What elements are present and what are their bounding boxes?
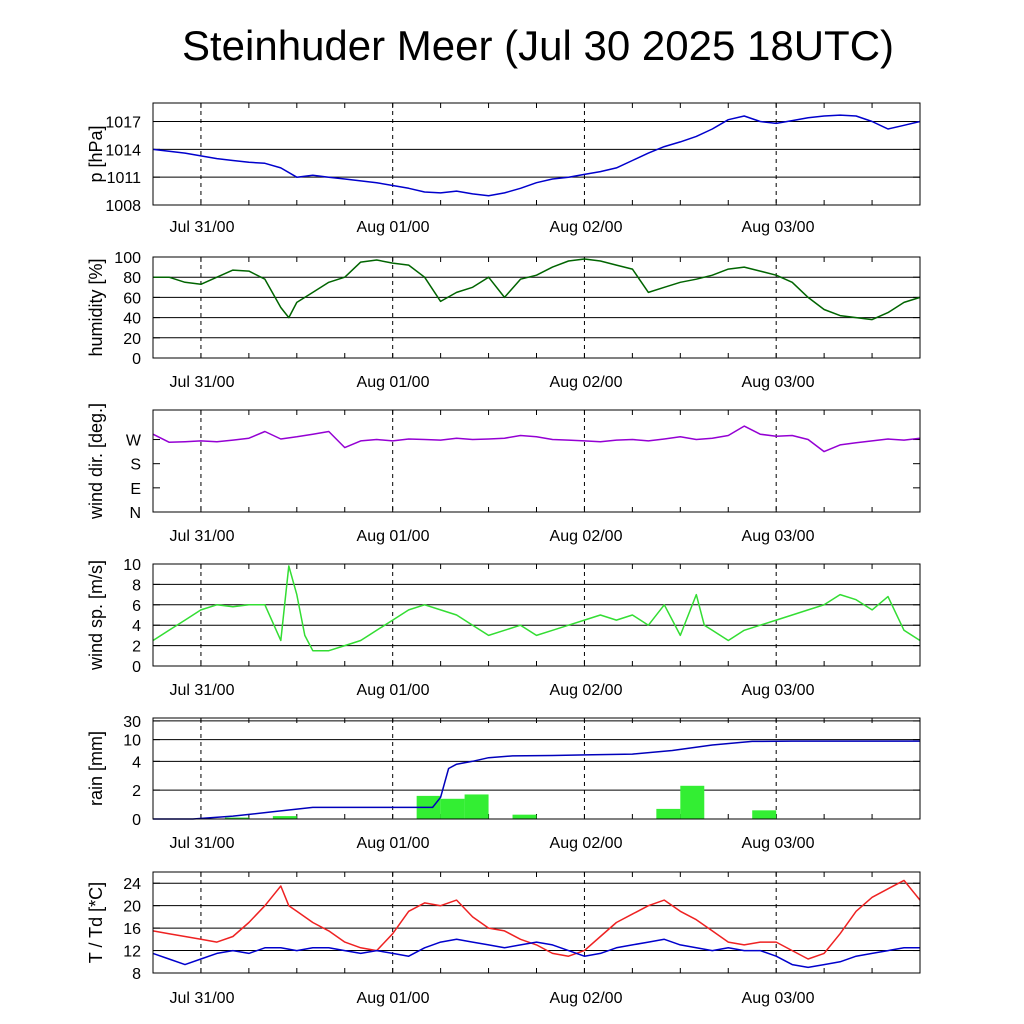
chart-title: Steinhuder Meer (Jul 30 2025 18UTC) — [181, 22, 895, 69]
wind-direction-ytick-label: E — [130, 481, 141, 498]
pressure-frame — [152, 102, 921, 206]
wind-speed-ytick-label: 2 — [132, 639, 141, 656]
pressure-xtick-label: Aug 02/00 — [550, 219, 623, 236]
wind-speed-ytick-label: 10 — [123, 557, 141, 574]
rain-bar — [680, 785, 705, 819]
wind-speed-xtick-label: Aug 03/00 — [742, 682, 815, 699]
rain-series-line-1 — [153, 740, 920, 820]
humidity-ylabel: humidity [%] — [86, 258, 106, 356]
wind-speed-frame — [152, 563, 921, 667]
wind-speed-ytick-label: 4 — [132, 618, 141, 635]
pressure-ylabel: p [hPa] — [86, 125, 106, 182]
pressure-xtick-label: Aug 01/00 — [357, 219, 430, 236]
humidity-ytick-label: 80 — [123, 270, 141, 287]
rain-xtick-label: Aug 01/00 — [357, 835, 430, 852]
wind-direction-xtick-label: Jul 31/00 — [170, 528, 235, 545]
rain-bar — [440, 798, 465, 819]
temperature-xtick-label: Aug 01/00 — [357, 990, 430, 1007]
rain-bar — [272, 816, 297, 819]
humidity-ytick-label: 40 — [123, 311, 141, 328]
temperature-ytick-label: 24 — [123, 876, 141, 893]
rain-xtick-label: Aug 03/00 — [742, 835, 815, 852]
humidity-xtick-label: Aug 03/00 — [742, 374, 815, 391]
humidity-ytick-label: 100 — [114, 250, 141, 267]
rain-xtick-label: Aug 02/00 — [550, 835, 623, 852]
pressure-ytick-label: 1017 — [105, 115, 141, 132]
wind-direction-ytick-label: S — [130, 457, 141, 474]
wind-direction-series-line-1 — [152, 425, 921, 453]
humidity-series-line-1 — [153, 258, 921, 321]
rain-bar — [512, 814, 537, 819]
humidity-ytick-label: 20 — [123, 331, 141, 348]
wind-direction-ylabel: wind dir. [deg.] — [86, 403, 106, 520]
humidity-xtick-label: Aug 01/00 — [357, 374, 430, 391]
temperature-xtick-label: Jul 31/00 — [170, 990, 235, 1007]
rain-bar — [656, 808, 681, 819]
wind-speed-series-line-1 — [152, 565, 921, 652]
temperature-xtick-label: Aug 03/00 — [742, 990, 815, 1007]
temperature-ytick-label: 12 — [123, 944, 141, 961]
rain-bar — [752, 810, 777, 819]
temperature-ylabel: T / Td [*C] — [86, 882, 106, 963]
rain-ylabel: rain [mm] — [86, 731, 106, 806]
pressure-ytick-label: 1014 — [105, 142, 141, 159]
wind-direction-xtick-label: Aug 03/00 — [742, 528, 815, 545]
temperature-xtick-label: Aug 02/00 — [550, 990, 623, 1007]
pressure-xtick-label: Jul 31/00 — [170, 219, 235, 236]
rain-bar — [464, 794, 489, 819]
wind-speed-xtick-label: Aug 02/00 — [550, 682, 623, 699]
rain-ytick-label: 0 — [132, 812, 141, 829]
wind-direction-xtick-label: Aug 01/00 — [357, 528, 430, 545]
wind-speed-ylabel: wind sp. [m/s] — [86, 560, 106, 671]
pressure-ytick-label: 1008 — [105, 198, 141, 215]
temperature-series-line-2 — [152, 938, 920, 969]
wind-speed-ytick-label: 8 — [132, 577, 141, 594]
rain-ytick-label: 2 — [132, 783, 141, 800]
humidity-ytick-label: 0 — [132, 351, 141, 368]
rain-bar — [224, 817, 249, 819]
wind-speed-ytick-label: 0 — [132, 659, 141, 676]
temperature-ytick-label: 8 — [132, 966, 141, 983]
wind-speed-ytick-label: 6 — [132, 598, 141, 615]
humidity-xtick-label: Aug 02/00 — [550, 374, 623, 391]
wind-speed-xtick-label: Jul 31/00 — [170, 682, 235, 699]
rain-ytick-label: 4 — [132, 754, 141, 771]
pressure-ytick-label: 1011 — [107, 170, 142, 187]
pressure-series-line-1 — [152, 114, 921, 197]
wind-speed-xtick-label: Aug 01/00 — [357, 682, 430, 699]
humidity-xtick-label: Jul 31/00 — [170, 374, 235, 391]
wind-direction-ytick-label: N — [129, 505, 141, 522]
humidity-frame — [152, 256, 921, 359]
temperature-ytick-label: 16 — [123, 921, 141, 938]
wind-direction-ytick-label: W — [126, 433, 142, 450]
rain-xtick-label: Jul 31/00 — [170, 835, 235, 852]
temperature-series-line-1 — [152, 879, 921, 960]
pressure-xtick-label: Aug 03/00 — [742, 219, 815, 236]
wind-direction-xtick-label: Aug 02/00 — [550, 528, 623, 545]
rain-frame — [152, 717, 921, 820]
temperature-ytick-label: 20 — [123, 899, 141, 916]
temperature-frame — [152, 871, 921, 974]
rain-ytick-label: 30 — [123, 714, 141, 731]
wind-direction-frame — [152, 409, 921, 513]
rain-ytick-label: 10 — [123, 733, 141, 750]
humidity-ytick-label: 60 — [123, 290, 141, 307]
